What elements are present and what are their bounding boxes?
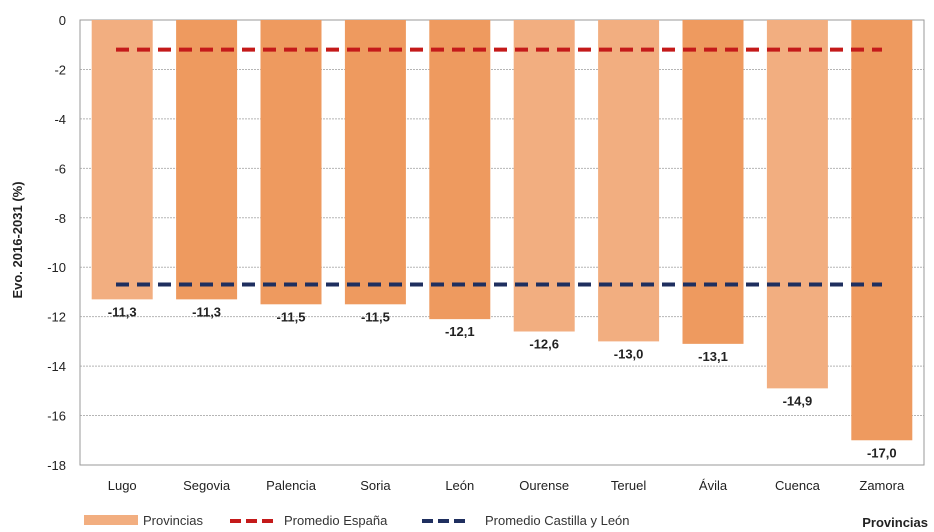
bar — [682, 20, 744, 344]
bar — [344, 20, 406, 305]
x-tick-label: Zamora — [859, 478, 905, 493]
x-tick-label: Teruel — [611, 478, 647, 493]
y-tick-label: -2 — [54, 62, 66, 77]
data-label: -12,6 — [529, 337, 559, 352]
x-tick-label: León — [445, 478, 474, 493]
x-tick-label: Ourense — [519, 478, 569, 493]
x-axis-title: Provincias — [862, 515, 928, 530]
bar — [429, 20, 491, 320]
y-tick-label: -16 — [47, 409, 66, 424]
data-label: -11,3 — [192, 304, 221, 319]
bar — [176, 20, 238, 300]
data-label: -11,5 — [277, 309, 306, 324]
legend-swatch — [84, 515, 138, 525]
data-label: -11,5 — [361, 309, 390, 324]
legend-label: Promedio Castilla y León — [485, 513, 630, 528]
y-tick-label: 0 — [59, 13, 66, 28]
data-label: -14,9 — [783, 393, 813, 408]
reference-lines — [116, 47, 882, 287]
bars — [91, 20, 913, 441]
data-label: -12,1 — [445, 324, 475, 339]
bar — [91, 20, 153, 300]
data-label: -13,1 — [698, 349, 728, 364]
x-tick-label: Ávila — [699, 478, 728, 493]
y-tick-label: -14 — [47, 359, 66, 374]
x-tick-label: Soria — [360, 478, 391, 493]
y-tick-label: -18 — [47, 458, 66, 473]
y-tick-label: -4 — [54, 112, 66, 127]
legend: Provincias Promedio España Promedio Castil… — [84, 513, 630, 528]
x-tick-label: Palencia — [266, 478, 317, 493]
y-tick-label: -6 — [54, 161, 66, 176]
y-tick-label: -8 — [54, 211, 66, 226]
y-tick-label: -10 — [47, 260, 66, 275]
x-tick-label: Cuenca — [775, 478, 821, 493]
data-label: -17,0 — [867, 445, 897, 460]
y-tick-labels: 0 -2 -4 -6 -8 -10 -12 -14 -16 -18 — [47, 13, 66, 473]
legend-label: Provincias — [143, 513, 203, 528]
x-tick-label: Lugo — [108, 478, 137, 493]
y-axis-title: Evo. 2016-2031 (%) — [10, 181, 25, 298]
x-tick-label: Segovia — [183, 478, 231, 493]
bar — [598, 20, 660, 342]
data-label: -13,0 — [614, 346, 644, 361]
bar — [766, 20, 828, 389]
data-label: -11,3 — [108, 304, 137, 319]
legend-label: Promedio España — [284, 513, 388, 528]
y-tick-label: -12 — [47, 310, 66, 325]
data-labels: -11,3 -11,3 -11,5 -11,5 -12,1 -12,6 -13,0 -13,1… — [108, 304, 897, 460]
plot-frame — [79, 19, 925, 466]
bar — [513, 20, 575, 332]
bar — [260, 20, 322, 305]
bar — [851, 20, 913, 441]
x-tick-labels: Lugo Segovia Palencia Soria León Ourense Terue… — [108, 478, 905, 493]
